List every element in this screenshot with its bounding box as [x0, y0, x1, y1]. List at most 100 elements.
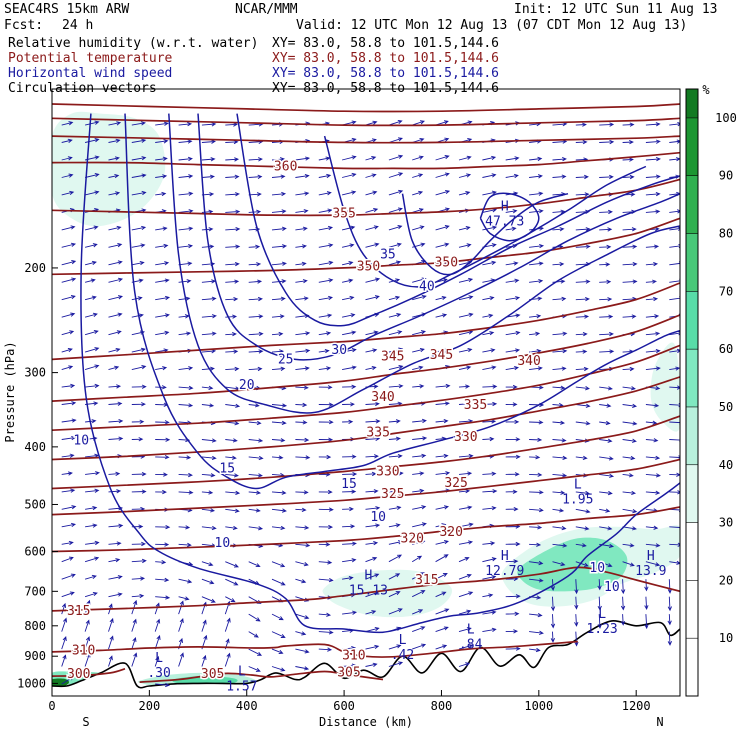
vector-427 — [365, 295, 380, 301]
vector-684 — [552, 420, 566, 425]
vector-596 — [482, 489, 498, 494]
vector-618 — [505, 348, 521, 353]
theta-label-16: 340 — [517, 354, 540, 369]
vector-537 — [435, 554, 449, 563]
vector-615 — [505, 296, 521, 301]
vector-764 — [622, 261, 638, 267]
vector-420 — [365, 173, 377, 178]
vector-755 — [597, 614, 602, 629]
vector-11 — [61, 312, 76, 318]
theta-label-5: 315 — [67, 604, 90, 619]
vector-399 — [342, 365, 357, 371]
vector-302 — [271, 331, 284, 337]
vector-382 — [318, 612, 332, 617]
vector-753 — [597, 579, 602, 591]
theta-contour-325 — [52, 415, 680, 490]
vector-43 — [84, 295, 97, 301]
vector-33 — [84, 120, 100, 126]
vector-425 — [365, 260, 380, 266]
vector-232 — [225, 226, 241, 232]
vector-822 — [669, 261, 680, 266]
extremum-value-0: 47.73 — [485, 214, 524, 229]
theta-contour-315 — [52, 566, 680, 612]
vector-22 — [61, 505, 77, 510]
vector-673 — [552, 227, 565, 232]
x-tick-label-200: 200 — [139, 699, 161, 713]
field-rh-name: Relative humidity (w.r.t. water) — [8, 36, 258, 51]
vector-186 — [178, 542, 192, 548]
vector-710 — [575, 349, 588, 354]
field-theta-xy: XY= 83.0, 58.8 to 101.5,144.6 — [272, 51, 499, 66]
vector-158 — [154, 618, 161, 632]
vector-494 — [412, 347, 425, 353]
vector-104 — [131, 243, 146, 248]
vector-819 — [669, 209, 680, 214]
theta-label-13: 335 — [366, 425, 389, 440]
vector-500 — [412, 453, 427, 458]
vector-165 — [178, 174, 194, 179]
vector-205 — [201, 314, 217, 319]
vector-831 — [669, 420, 680, 425]
x-tick-label-0: 0 — [48, 699, 55, 713]
extremum-type-4: H — [647, 549, 655, 564]
vector-334 — [295, 331, 311, 336]
theta-contour-360 — [52, 151, 680, 170]
vector-777 — [622, 490, 637, 496]
vector-219 — [201, 561, 214, 567]
vector-59 — [84, 574, 97, 580]
vector-757 — [622, 139, 634, 145]
vector-611 — [505, 226, 517, 231]
vector-74 — [108, 277, 124, 283]
vector-553 — [458, 295, 474, 301]
forecast-label: Fcst: — [4, 18, 43, 33]
vector-431 — [365, 365, 377, 371]
vector-61 — [84, 599, 91, 615]
vector-732 — [599, 209, 613, 215]
vector-40 — [84, 243, 98, 248]
vector-508 — [412, 590, 426, 598]
vector-298 — [271, 261, 287, 266]
vector-440 — [365, 523, 381, 528]
vector-82 — [108, 418, 124, 424]
vector-395 — [342, 295, 355, 301]
vector-525 — [435, 347, 450, 353]
vector-174 — [178, 331, 192, 336]
vector-32 — [61, 676, 75, 685]
vector-654 — [529, 437, 543, 442]
vector-502 — [412, 488, 425, 494]
vector-129 — [155, 121, 169, 126]
vector-516 — [435, 189, 451, 196]
vector-220 — [201, 578, 215, 585]
vector-130 — [155, 139, 169, 144]
vector-633 — [505, 611, 520, 616]
vector-443 — [365, 573, 380, 580]
vector-197 — [201, 174, 215, 179]
vector-27 — [61, 591, 75, 598]
extremum-value-3: 12.79 — [485, 564, 524, 579]
vector-384 — [318, 647, 333, 652]
vector-0 — [61, 121, 74, 126]
vector-669 — [552, 156, 567, 162]
colorbar-band-1 — [686, 464, 698, 523]
plot-frame — [51, 88, 681, 697]
theta-contour-320 — [52, 458, 680, 516]
vector-46 — [84, 347, 100, 353]
vector-703 — [575, 227, 591, 232]
vector-694 — [550, 596, 556, 612]
vector-379 — [318, 560, 333, 565]
vector-570 — [458, 591, 474, 598]
vector-275 — [248, 420, 262, 426]
vector-645 — [529, 278, 544, 284]
vector-841 — [667, 596, 673, 612]
vector-771 — [622, 386, 636, 391]
extremum-type-0: H — [501, 199, 509, 214]
vector-832 — [669, 437, 680, 443]
vector-724 — [574, 596, 579, 610]
vector-593 — [482, 436, 495, 442]
vector-529 — [435, 418, 449, 424]
vector-19 — [61, 453, 75, 458]
vector-624 — [505, 454, 521, 460]
vector-360 — [318, 225, 334, 231]
wind-speed-label-2: 10 — [370, 510, 386, 525]
vector-45 — [84, 329, 99, 336]
